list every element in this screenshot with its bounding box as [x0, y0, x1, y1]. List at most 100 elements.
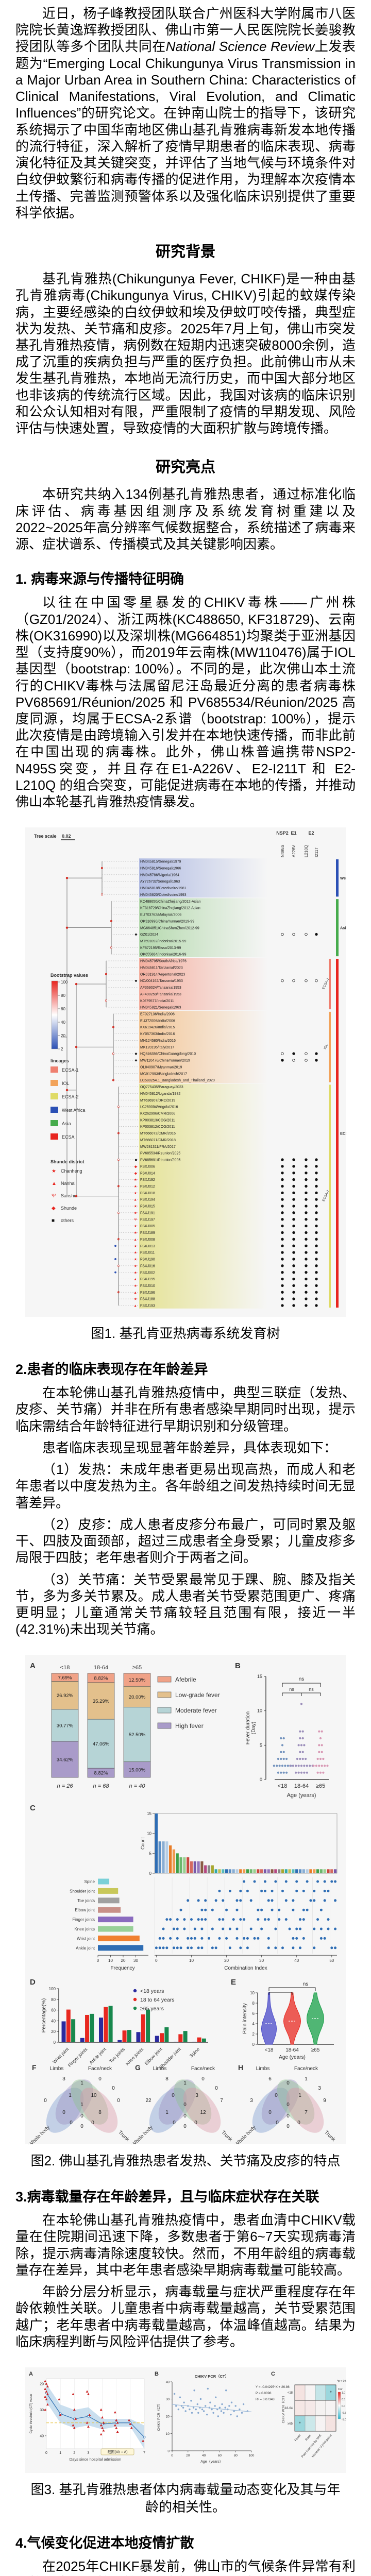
svg-text:0: 0	[112, 2086, 115, 2091]
svg-text:40: 40	[294, 1959, 299, 1963]
svg-text:HM045821/Senegal/1963: HM045821/Senegal/1963	[140, 1006, 181, 1010]
svg-text:2: 2	[73, 2451, 75, 2455]
svg-text:30.77%: 30.77%	[57, 1723, 74, 1729]
svg-text:ns: ns	[289, 1687, 294, 1692]
svg-text:18 to 64 years: 18 to 64 years	[140, 1997, 175, 2003]
svg-text:10: 10	[166, 2432, 170, 2436]
svg-text:7.69%: 7.69%	[58, 1675, 72, 1681]
svg-text:0: 0	[260, 1777, 262, 1782]
svg-text:AF369024/Tanzania/1953: AF369024/Tanzania/1953	[140, 986, 181, 990]
svg-text:ns: ns	[299, 1676, 305, 1682]
svg-text:FSXJ194: FSXJ194	[140, 1198, 155, 1202]
svg-text:1: 1	[80, 2102, 83, 2108]
svg-text:18-64: 18-64	[294, 1783, 309, 1789]
svg-text:Bootstrap values: Bootstrap values	[50, 973, 88, 978]
svg-text:52.50%: 52.50%	[129, 1733, 146, 1738]
svg-text:0: 0	[286, 2080, 290, 2086]
text-run: National Science Review	[165, 39, 315, 55]
svg-text:Limbs: Limbs	[50, 2066, 64, 2072]
svg-text:*: *	[299, 2421, 301, 2426]
svg-text:Toe joints: Toe joints	[77, 1899, 95, 1903]
svg-text:FSXJ196: FSXJ196	[140, 1291, 155, 1295]
svg-text:Low-grade fever: Low-grade fever	[175, 1691, 220, 1699]
svg-text:Limbs: Limbs	[153, 2066, 167, 2072]
svg-text:EF027136/India/2006: EF027136/India/2006	[140, 1013, 175, 1016]
svg-text:MW281311/FRA/2017: MW281311/FRA/2017	[140, 1145, 176, 1149]
svg-text:截图(Alt + A): 截图(Alt + A)	[107, 2450, 127, 2454]
svg-text:FSXJ006: FSXJ006	[140, 1165, 155, 1169]
svg-text:Fever duration(Day): Fever duration(Day)	[245, 1711, 257, 1744]
svg-text:0: 0	[97, 1959, 99, 1963]
svg-text:Percentage(%): Percentage(%)	[41, 1998, 47, 2033]
svg-text:HM045812/Uganda/1982: HM045812/Uganda/1982	[140, 1092, 180, 1096]
svg-text:80: 80	[234, 2454, 238, 2458]
subsection-heading: 1. 病毒来源与传播特征明确	[15, 571, 184, 587]
svg-text:Cycle threshold (CT) value: Cycle threshold (CT) value	[29, 2394, 33, 2433]
svg-text:6: 6	[252, 2011, 255, 2016]
svg-text:ECSA-2: ECSA-2	[62, 1094, 79, 1099]
svg-text:CHIKV PCR（CT）: CHIKV PCR（CT）	[281, 2394, 285, 2424]
svg-text:◆: ◆	[134, 1165, 138, 1169]
svg-text:Limbs: Limbs	[256, 2066, 270, 2072]
svg-text:20: 20	[224, 1959, 229, 1963]
svg-text:★: ★	[134, 1225, 137, 1229]
svg-text:20.00%: 20.00%	[129, 1694, 146, 1700]
svg-text:★: ★	[134, 1251, 137, 1255]
svg-text:Wrist joint: Wrist joint	[77, 1937, 95, 1941]
svg-text:n = 26: n = 26	[57, 1783, 74, 1789]
svg-text:GZ01/2024: GZ01/2024	[140, 933, 158, 937]
svg-text:KP003812/COG/2011: KP003812/COG/2011	[140, 1126, 175, 1129]
svg-text:<18: <18	[60, 1665, 70, 1671]
svg-text:★: ★	[134, 1258, 137, 1262]
svg-text:FSXJ195: FSXJ195	[140, 1278, 155, 1282]
svg-text:★: ★	[134, 1264, 137, 1268]
svg-text:0: 0	[183, 2113, 187, 2119]
svg-text:15: 15	[257, 1674, 262, 1679]
svg-text:Age (years): Age (years)	[287, 1792, 316, 1799]
svg-text:A: A	[29, 2371, 33, 2377]
svg-text:60: 60	[218, 2454, 222, 2458]
svg-text:★: ★	[134, 1284, 137, 1288]
svg-text:0: 0	[183, 2124, 187, 2129]
svg-text:0: 0	[171, 2454, 173, 2458]
svg-text:AY726732/Senegal/1963: AY726732/Senegal/1963	[140, 880, 180, 884]
svg-text:Age (years): Age (years)	[279, 2055, 306, 2060]
svg-text:15.00%: 15.00%	[129, 1768, 146, 1773]
svg-text:West Africa: West Africa	[62, 1108, 85, 1113]
svg-text:7: 7	[220, 2098, 223, 2104]
svg-text:OQ775435/Paraguay/2023: OQ775435/Paraguay/2023	[140, 1086, 183, 1089]
svg-text:★: ★	[134, 1231, 137, 1235]
svg-text:■: ■	[135, 1053, 137, 1056]
svg-text:MH124580/India/2016: MH124580/India/2016	[140, 1039, 176, 1043]
svg-text:AF490259/Tanzania/1953: AF490259/Tanzania/1953	[140, 993, 181, 996]
figure-fig1: Tree scale 0.02 NSP2 E1 E2 N495S A226V L210Q I21…	[25, 827, 346, 1343]
svg-text:◆: ◆	[134, 1172, 138, 1176]
svg-text:100: 100	[61, 980, 68, 985]
svg-text:0: 0	[54, 2040, 56, 2045]
svg-text:2: 2	[252, 2032, 255, 2037]
svg-text:KX619426/India/2015: KX619426/India/2015	[140, 1026, 175, 1030]
svg-text:Finger joints: Finger joints	[72, 1918, 95, 1922]
svg-text:0.0: 0.0	[342, 2405, 345, 2408]
svg-text:◆: ◆	[52, 1206, 56, 1211]
svg-text:26.92%: 26.92%	[57, 1693, 74, 1699]
svg-text:0: 0	[172, 2093, 175, 2098]
svg-text:-0.5: -0.5	[342, 2412, 346, 2415]
svg-text:50: 50	[329, 1959, 334, 1963]
svg-text:0: 0	[70, 2120, 73, 2126]
svg-text:10: 10	[108, 1959, 113, 1963]
svg-text:≥65: ≥65	[316, 1783, 325, 1789]
svg-text:D: D	[30, 1978, 36, 1987]
svg-text:FSXJ014: FSXJ014	[140, 1172, 155, 1176]
svg-text:0: 0	[215, 2086, 218, 2091]
svg-text:8: 8	[98, 2110, 102, 2115]
svg-text:NC/004162/Tanzania/1953: NC/004162/Tanzania/1953	[140, 980, 183, 984]
svg-text:▲: ▲	[133, 1291, 137, 1295]
svg-text:3: 3	[318, 2086, 321, 2091]
svg-text:IOL: IOL	[323, 1043, 329, 1050]
svg-text:OL840907/Myanmar/2019: OL840907/Myanmar/2019	[140, 1066, 182, 1070]
svg-text:2: 2	[61, 1047, 63, 1052]
svg-text:≥65: ≥65	[132, 1665, 142, 1671]
svg-text:Ankle joint: Ankle joint	[76, 1946, 95, 1951]
